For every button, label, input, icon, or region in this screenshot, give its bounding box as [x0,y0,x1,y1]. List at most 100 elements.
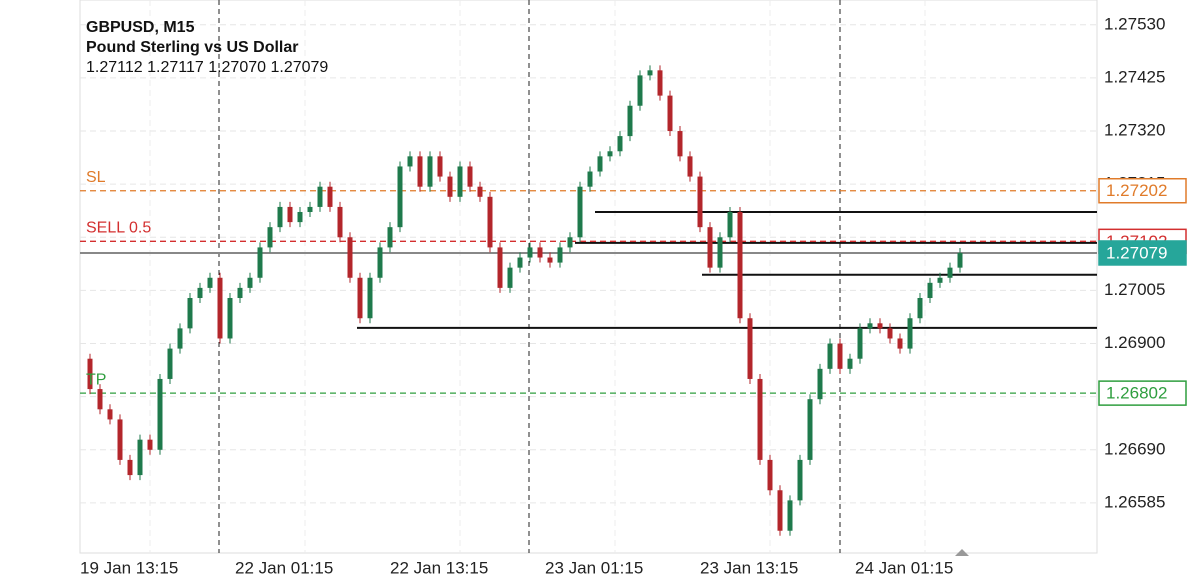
candle [127,459,133,476]
x-tick-label: 23 Jan 13:15 [700,558,798,577]
candle [807,399,813,460]
candle [327,186,333,207]
candle [897,338,903,349]
candle [197,287,203,299]
candle [107,409,113,420]
candle [877,323,883,329]
candle [507,267,513,288]
candle [737,211,743,319]
x-tick-label: 24 Jan 01:15 [855,558,953,577]
y-tick-label: 1.27005 [1104,280,1165,299]
candle [277,206,283,228]
candle [397,166,403,228]
candle [287,206,293,223]
candle [937,277,943,283]
candle [217,277,223,339]
candle [647,70,653,76]
candle [607,151,613,157]
candle [777,490,783,531]
x-tick-label: 22 Jan 13:15 [390,558,488,577]
price-box [1098,240,1187,266]
candle [797,459,803,501]
x-tick-label: 23 Jan 01:15 [545,558,643,577]
candle [97,389,103,410]
candle [447,176,453,197]
candle [637,75,643,106]
candle [747,318,753,379]
candle [527,247,533,258]
candle [577,186,583,238]
y-tick-label: 1.26585 [1104,492,1165,511]
candle [917,298,923,319]
candle [337,206,343,238]
y-tick-label: 1.26900 [1104,333,1165,352]
candle [247,277,253,288]
candle [177,328,183,349]
candle [867,323,873,329]
candle [847,358,853,369]
candle [387,227,393,248]
candle [147,439,153,450]
candle [707,227,713,268]
x-tick-label: 22 Jan 01:15 [235,558,333,577]
candle [677,131,683,157]
price-box [1098,177,1187,204]
candle [487,196,493,248]
candle [667,95,673,132]
candle [457,166,463,197]
candle [357,277,363,319]
price-box-label: 1.27079 [1106,243,1167,262]
candle [517,257,523,268]
level-label: TP [86,371,106,388]
y-tick-label: 1.27320 [1104,121,1165,140]
candle [537,247,543,258]
chart-title: GBPUSD, M15 [86,19,195,36]
candle [567,237,573,248]
candle [437,156,443,177]
candle [687,156,693,177]
price-box [1098,380,1187,406]
candle [627,105,633,137]
candle [587,171,593,187]
scroll-marker [955,549,969,556]
candle [887,328,893,339]
candle [347,237,353,278]
candle [817,368,823,400]
candle [767,459,773,491]
quote: 1.27112 1.27117 1.27070 1.27079 [86,59,328,76]
candle [157,378,163,450]
candle [407,156,413,167]
x-tick-label: 19 Jan 13:15 [80,558,178,577]
candle [947,267,953,278]
y-tick-label: 1.26690 [1104,439,1165,458]
candle [367,277,373,319]
candle [187,298,193,329]
candle [257,247,263,278]
candle [547,257,553,263]
candle [87,358,93,390]
candle [237,287,243,299]
plot-area [79,0,1098,554]
candle [837,343,843,369]
candle [207,277,213,288]
candle [497,247,503,288]
candle [427,156,433,187]
candle [167,348,173,379]
level-label: SL [86,169,106,186]
candle [757,378,763,460]
candle [297,211,303,223]
candle [697,176,703,228]
y-tick-label: 1.27530 [1104,14,1165,33]
candle [307,206,313,212]
candle [857,328,863,359]
y-tick-label: 1.27425 [1104,67,1165,86]
level-label: SELL 0.5 [86,220,151,237]
candle [717,237,723,268]
candle [907,318,913,349]
candle [267,227,273,248]
candle [657,70,663,96]
candle [557,247,563,263]
candle [377,247,383,278]
candle [727,211,733,238]
candle [787,500,793,531]
